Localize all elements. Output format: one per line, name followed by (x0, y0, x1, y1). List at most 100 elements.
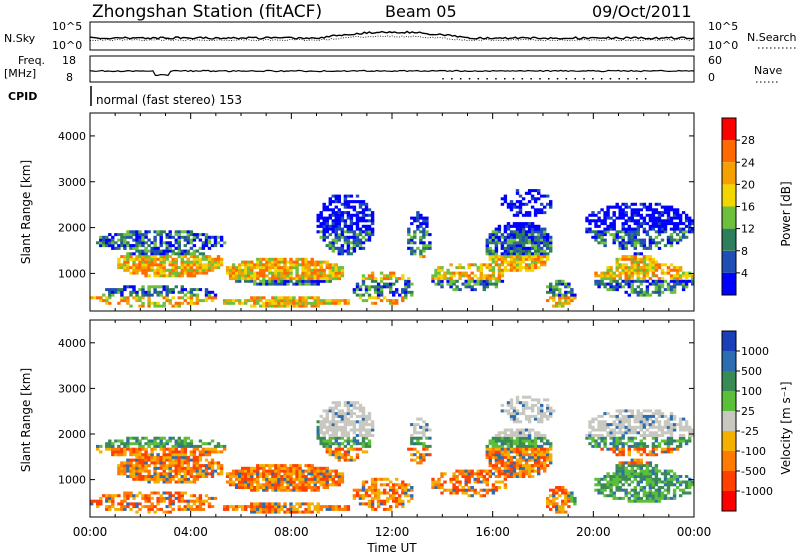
heatmap-cell (361, 213, 366, 217)
heatmap-cell (530, 403, 535, 407)
heatmap-cell (183, 436, 187, 440)
heatmap-cell (174, 257, 178, 261)
heatmap-cell (663, 271, 668, 275)
heatmap-cell (479, 475, 483, 478)
heatmap-cell (349, 444, 354, 448)
heatmap-cell (479, 488, 483, 492)
heatmap-cell (488, 241, 492, 245)
heatmap-cell (642, 444, 647, 448)
heatmap-cell (298, 502, 302, 506)
heatmap-cell (298, 486, 302, 489)
heatmap-cell (126, 301, 130, 305)
heatmap-cell (621, 414, 625, 418)
heatmap-cell (337, 213, 341, 217)
heatmap-cell (633, 252, 637, 256)
heatmap-cell (105, 444, 109, 448)
heatmap-cell (126, 458, 130, 462)
heatmap-cell (446, 279, 450, 283)
heatmap-cell (609, 480, 613, 484)
heatmap-cell (168, 502, 172, 506)
heatmap-cell (488, 469, 492, 473)
heatmap-cell (446, 268, 450, 272)
heatmap-cell (304, 304, 308, 308)
heatmap-cell (482, 488, 486, 492)
heatmap-cell (159, 494, 163, 498)
heatmap-cell (636, 222, 640, 226)
heatmap-cell (527, 211, 532, 215)
heatmap-cell (558, 288, 562, 292)
heatmap-cell (482, 277, 486, 281)
heatmap-cell (639, 458, 643, 462)
heatmap-cell (633, 266, 637, 270)
heatmap-cell (688, 227, 692, 231)
heatmap-cell (500, 235, 505, 239)
heatmap-cell (603, 494, 607, 498)
heatmap-cell (594, 224, 598, 228)
heatmap-cell (654, 244, 659, 248)
heatmap-cell (102, 235, 106, 239)
heatmap-cell (428, 241, 432, 245)
heatmap-cell (349, 230, 354, 234)
heatmap-cell (512, 238, 517, 242)
heatmap-cell (340, 266, 345, 270)
heatmap-cell (482, 475, 486, 478)
heatmap-cell (645, 263, 650, 267)
heatmap-cell (485, 480, 489, 484)
heatmap-cell (537, 472, 541, 476)
heatmap-cell (361, 423, 366, 427)
heatmap-cell (476, 477, 480, 481)
heatmap-cell (518, 469, 523, 473)
heatmap-cell (238, 480, 242, 484)
heatmap-cell (633, 475, 637, 478)
heatmap-cell (521, 466, 526, 470)
heatmap-cell (168, 469, 172, 473)
heatmap-cell (606, 277, 610, 281)
heatmap-cell (207, 263, 212, 267)
heatmap-cell (615, 230, 619, 234)
heatmap-cell (135, 436, 139, 440)
heatmap-cell (482, 494, 486, 498)
heatmap-cell (250, 483, 254, 487)
heatmap-cell (618, 412, 622, 416)
heatmap-cell (669, 233, 674, 237)
heatmap-cell (165, 458, 169, 462)
heatmap-cell (183, 444, 187, 448)
heatmap-cell (105, 301, 109, 305)
heatmap-cell (639, 257, 643, 261)
heatmap-cell (129, 436, 133, 440)
heatmap-cell (334, 453, 338, 457)
heatmap-cell (684, 235, 689, 239)
heatmap-cell (524, 395, 529, 399)
heatmap-cell (241, 277, 245, 281)
heatmap-cell (265, 480, 269, 484)
heatmap-cell (253, 488, 257, 492)
heatmap-cell (334, 277, 338, 281)
heatmap-cell (120, 450, 124, 454)
heatmap-cell (346, 431, 351, 435)
heatmap-cell (624, 266, 628, 270)
heatmap-cell (618, 466, 622, 470)
heatmap-cell (657, 216, 662, 220)
heatmap-cell (678, 230, 683, 234)
heatmap-cell (244, 480, 248, 484)
heatmap-cell (606, 211, 610, 215)
heatmap-cell (334, 414, 338, 418)
heatmap-cell (189, 268, 194, 272)
heatmap-cell (277, 263, 281, 267)
heatmap-cell (120, 464, 124, 468)
heatmap-cell (621, 496, 625, 500)
heatmap-cell (361, 502, 366, 506)
heatmap-cell (512, 260, 517, 264)
heatmap-cell (518, 235, 523, 239)
heatmap-cell (349, 403, 354, 407)
heatmap-cell (244, 507, 248, 511)
heatmap-cell (340, 436, 345, 440)
heatmap-cell (283, 271, 287, 275)
heatmap-cell (389, 507, 393, 511)
heatmap-cell (669, 208, 674, 212)
heatmap-cell (304, 266, 308, 270)
heatmap-cell (343, 425, 348, 429)
heatmap-cell (428, 444, 432, 448)
heatmap-cell (274, 277, 278, 281)
heatmap-cell (491, 450, 496, 454)
